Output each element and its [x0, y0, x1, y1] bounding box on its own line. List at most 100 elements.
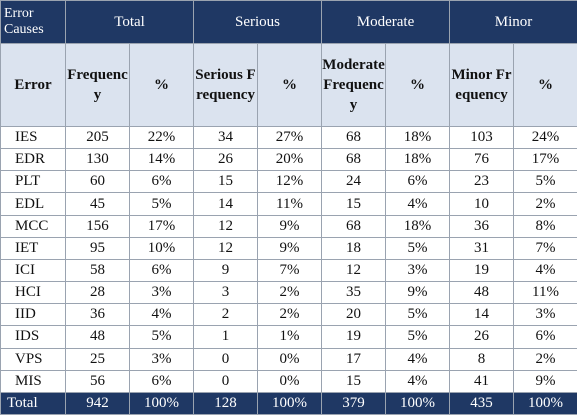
group-header-row: Error Causes Total Serious Moderate Mino…: [0, 0, 577, 44]
cell-minor-frequency: 48: [449, 281, 515, 305]
cell-serious-percent: 9%: [257, 214, 323, 238]
cell-error-cause: MIS: [0, 369, 66, 394]
cell-serious-percent: 0%: [257, 347, 323, 371]
total-serious-frequency: 128: [193, 392, 259, 415]
group-header-serious: Serious: [193, 0, 323, 44]
cell-total-percent: 4%: [128, 303, 195, 327]
cell-minor-percent: 17%: [513, 148, 577, 172]
cell-serious-frequency: 12: [193, 214, 259, 238]
table-row: EDL 45 5% 14 11% 15 4% 10 2%: [0, 192, 577, 216]
cell-total-percent: 3%: [128, 347, 195, 371]
group-header-total: Total: [64, 0, 195, 44]
total-moderate-percent: 100%: [385, 392, 451, 415]
table-row: EDR 130 14% 26 20% 68 18% 76 17%: [0, 148, 577, 172]
cell-minor-frequency: 14: [449, 303, 515, 327]
cell-moderate-percent: 3%: [385, 258, 451, 283]
column-header-minor-percent: %: [513, 43, 577, 127]
total-frequency: 942: [65, 392, 130, 415]
cell-error-cause: EDL: [0, 192, 66, 216]
column-header-moderate-percent: %: [385, 43, 451, 127]
cell-total-frequency: 58: [65, 258, 130, 283]
cell-serious-percent: 2%: [257, 303, 323, 327]
column-header-serious-frequency: Serious Frequency: [193, 43, 259, 127]
cell-moderate-percent: 4%: [385, 192, 451, 216]
cell-minor-percent: 7%: [513, 236, 577, 260]
cell-serious-percent: 0%: [257, 369, 323, 394]
cell-minor-percent: 4%: [513, 258, 577, 283]
table-row: IES 205 22% 34 27% 68 18% 103 24%: [0, 125, 577, 150]
table-row: MCC 156 17% 12 9% 68 18% 36 8%: [0, 214, 577, 238]
cell-error-cause: PLT: [0, 170, 66, 194]
column-header-row: Error Frequency % Serious Frequency % Mo…: [0, 43, 577, 127]
cell-minor-frequency: 41: [449, 369, 515, 394]
cell-error-cause: ICI: [0, 258, 66, 283]
cell-minor-percent: 2%: [513, 347, 577, 371]
cell-serious-frequency: 15: [193, 170, 259, 194]
cell-moderate-percent: 5%: [385, 236, 451, 260]
total-minor-percent: 100%: [513, 392, 577, 415]
cell-total-percent: 3%: [128, 281, 195, 305]
cell-total-frequency: 48: [65, 325, 130, 349]
total-serious-percent: 100%: [257, 392, 323, 415]
cell-total-percent: 10%: [128, 236, 195, 260]
cell-total-percent: 6%: [128, 369, 195, 394]
cell-total-frequency: 25: [65, 347, 130, 371]
cell-total-frequency: 130: [65, 148, 130, 172]
cell-total-percent: 6%: [128, 258, 195, 283]
cell-moderate-percent: 4%: [385, 369, 451, 394]
column-header-serious-percent: %: [257, 43, 323, 127]
table-row: IID 36 4% 2 2% 20 5% 14 3%: [0, 303, 577, 327]
cell-error-cause: IES: [0, 125, 66, 150]
cell-serious-percent: 9%: [257, 236, 323, 260]
table-row: MIS 56 6% 0 0% 15 4% 41 9%: [0, 369, 577, 394]
cell-total-frequency: 36: [65, 303, 130, 327]
cell-total-frequency: 56: [65, 369, 130, 394]
cell-minor-frequency: 8: [449, 347, 515, 371]
cell-error-cause: EDR: [0, 148, 66, 172]
cell-minor-percent: 6%: [513, 325, 577, 349]
table-row: ICI 58 6% 9 7% 12 3% 19 4%: [0, 258, 577, 283]
cell-moderate-frequency: 18: [321, 236, 387, 260]
cell-moderate-percent: 4%: [385, 347, 451, 371]
column-header-error: Error: [0, 43, 66, 127]
cell-minor-frequency: 10: [449, 192, 515, 216]
cell-error-cause: HCI: [0, 281, 66, 305]
cell-serious-percent: 12%: [257, 170, 323, 194]
cell-moderate-frequency: 15: [321, 369, 387, 394]
cell-total-percent: 17%: [128, 214, 195, 238]
group-header-minor: Minor: [449, 0, 577, 44]
cell-minor-frequency: 36: [449, 214, 515, 238]
cell-moderate-frequency: 20: [321, 303, 387, 327]
table-row: PLT 60 6% 15 12% 24 6% 23 5%: [0, 170, 577, 194]
cell-serious-frequency: 0: [193, 347, 259, 371]
cell-serious-frequency: 3: [193, 281, 259, 305]
cell-total-frequency: 45: [65, 192, 130, 216]
cell-total-percent: 5%: [128, 325, 195, 349]
cell-minor-percent: 8%: [513, 214, 577, 238]
cell-serious-frequency: 12: [193, 236, 259, 260]
cell-serious-percent: 11%: [257, 192, 323, 216]
cell-minor-percent: 11%: [513, 281, 577, 305]
group-header-moderate: Moderate: [321, 0, 451, 44]
cell-total-frequency: 95: [65, 236, 130, 260]
column-header-total-frequency: Frequency: [65, 43, 130, 127]
cell-moderate-percent: 18%: [385, 148, 451, 172]
cell-total-percent: 5%: [128, 192, 195, 216]
cell-minor-frequency: 76: [449, 148, 515, 172]
cell-total-percent: 14%: [128, 148, 195, 172]
cell-total-frequency: 156: [65, 214, 130, 238]
cell-serious-percent: 2%: [257, 281, 323, 305]
cell-serious-frequency: 34: [193, 125, 259, 150]
cell-minor-percent: 2%: [513, 192, 577, 216]
cell-total-frequency: 205: [65, 125, 130, 150]
cell-serious-percent: 27%: [257, 125, 323, 150]
cell-minor-frequency: 26: [449, 325, 515, 349]
table-row: IET 95 10% 12 9% 18 5% 31 7%: [0, 236, 577, 260]
column-header-total-percent: %: [128, 43, 195, 127]
cell-error-cause: VPS: [0, 347, 66, 371]
cell-moderate-percent: 18%: [385, 214, 451, 238]
cell-minor-frequency: 23: [449, 170, 515, 194]
cell-serious-frequency: 2: [193, 303, 259, 327]
cell-total-frequency: 60: [65, 170, 130, 194]
